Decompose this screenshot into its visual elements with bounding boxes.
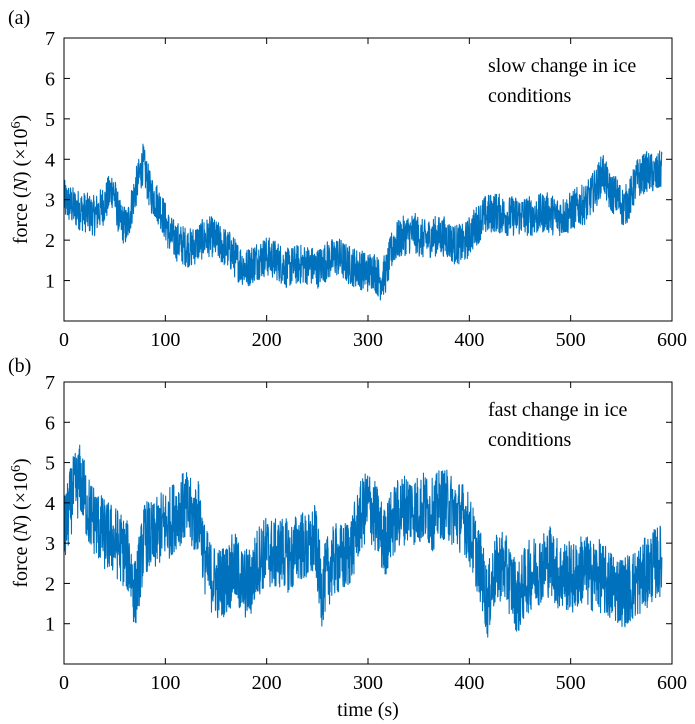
y-tick-label: 6 xyxy=(45,412,55,434)
y-tick-label: 5 xyxy=(45,109,55,131)
x-tick-label: 600 xyxy=(657,672,687,694)
y-tick-label: 2 xyxy=(45,573,55,595)
y-axis-label: force (N) (×106) xyxy=(9,115,33,244)
x-tick-label: 400 xyxy=(454,672,484,694)
x-tick-label: 0 xyxy=(59,672,69,694)
annotation-text: slow change in ice xyxy=(488,55,636,77)
x-tick-label: 500 xyxy=(556,329,586,351)
panel-b: 0 100 200 300 400 500 600 1 2 3 4 5 6 7 (b) fast change… xyxy=(8,355,687,694)
y-tick-label: 3 xyxy=(45,190,55,212)
y-axis-label: force (N) (×106) xyxy=(9,458,33,587)
y-tick-label: 5 xyxy=(45,453,55,475)
y-tick-label: 3 xyxy=(45,533,55,555)
x-tick-label: 600 xyxy=(657,329,687,351)
y-tick-label: 1 xyxy=(45,271,55,293)
y-tick-label: 4 xyxy=(45,493,55,515)
x-tick-label: 200 xyxy=(252,672,282,694)
x-tick-label: 400 xyxy=(454,329,484,351)
y-tick-label: 2 xyxy=(45,230,55,252)
x-tick-label: 300 xyxy=(353,672,383,694)
annotation-text: fast change in ice xyxy=(488,399,627,421)
y-tick-label: 6 xyxy=(45,68,55,90)
y-tick-label: 7 xyxy=(45,28,55,50)
x-tick-label: 100 xyxy=(150,329,180,351)
x-axis-label: time (s) xyxy=(337,699,399,721)
panel-label: (a) xyxy=(8,7,30,29)
y-tick-label: 4 xyxy=(45,149,55,171)
annotation-text: conditions xyxy=(488,429,572,451)
x-tick-label: 100 xyxy=(150,672,180,694)
panel-a: 0 100 200 300 400 500 600 1 2 3 4 5 6 7 (a) slow change… xyxy=(8,7,687,351)
x-tick-label: 200 xyxy=(252,329,282,351)
x-tick-label: 0 xyxy=(59,329,69,351)
series-line xyxy=(63,143,663,301)
y-tick-label: 1 xyxy=(45,614,55,636)
x-tick-label: 500 xyxy=(556,672,586,694)
annotation-text: conditions xyxy=(488,85,572,107)
panel-label: (b) xyxy=(8,355,31,377)
series-line xyxy=(63,444,663,638)
y-tick-label: 7 xyxy=(45,372,55,394)
x-tick-label: 300 xyxy=(353,329,383,351)
